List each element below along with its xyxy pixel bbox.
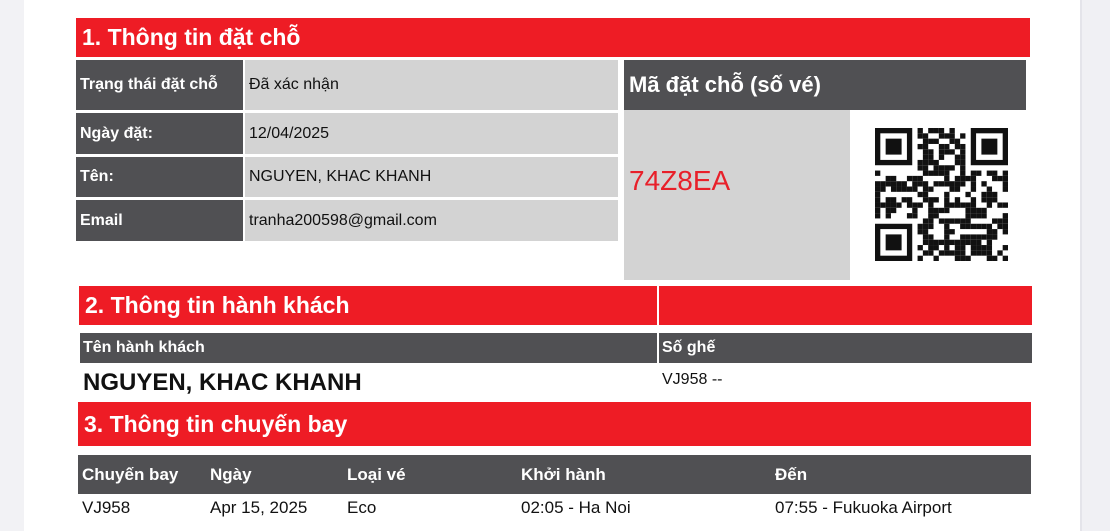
section-passenger-title: 2. Thông tin hành khách (79, 286, 657, 325)
booking-code: 74Z8EA (629, 165, 731, 196)
flight-number: VJ958 (82, 498, 131, 517)
col-passenger-name: Tên hành khách (80, 333, 657, 363)
booking-code-box: 74Z8EA (624, 110, 850, 280)
left-margin (0, 0, 24, 531)
value-status: Đã xác nhận (245, 60, 618, 110)
col-fare: Loại vé (347, 464, 406, 484)
label-status: Trạng thái đặt chỗ (76, 60, 243, 110)
flight-fare: Eco (347, 498, 377, 517)
flight-table-header: Chuyến bay Ngày Loại vé Khởi hành Đến (78, 455, 1031, 494)
col-arrival: Đến (775, 464, 808, 484)
section-passenger-title-right (659, 286, 1032, 325)
section-flight-title: 3. Thông tin chuyến bay (78, 402, 1031, 446)
col-flight: Chuyến bay (82, 464, 179, 484)
col-date: Ngày (210, 464, 252, 484)
label-email: Email (76, 200, 243, 241)
col-seat: Số ghế (659, 333, 1032, 363)
section-booking-title: 1. Thông tin đặt chỗ (76, 18, 1030, 57)
flight-date: Apr 15, 2025 (210, 498, 308, 517)
passenger-seat: VJ958 -- (662, 371, 723, 388)
value-email[interactable]: tranha200598@gmail.com (245, 200, 618, 241)
value-name: NGUYEN, KHAC KHANH (245, 157, 618, 197)
flight-arrival: 07:55 - Fukuoka Airport (775, 498, 952, 517)
passenger-name: NGUYEN, KHAC KHANH (83, 369, 362, 396)
value-booking-date: 12/04/2025 (245, 113, 618, 154)
flight-row: VJ958 Apr 15, 2025 Eco 02:05 - Ha Noi 07… (78, 498, 1031, 520)
qr-code-icon (875, 128, 1008, 261)
right-scrollbar-area[interactable] (1080, 0, 1110, 531)
col-departure: Khởi hành (521, 464, 606, 484)
flight-departure: 02:05 - Ha Noi (521, 498, 631, 517)
booking-code-label: Mã đặt chỗ (số vé) (624, 60, 1026, 110)
label-name: Tên: (76, 157, 243, 197)
label-booking-date: Ngày đặt: (76, 113, 243, 154)
